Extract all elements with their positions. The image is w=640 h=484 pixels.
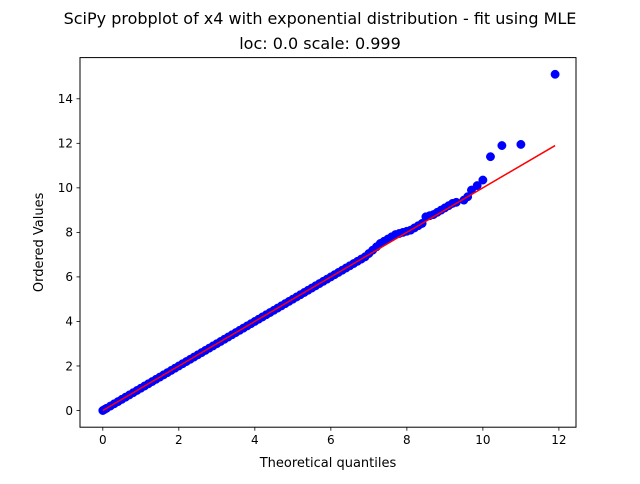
data-point [486,152,495,162]
axis-ticks: 0 2 4 6 8 10 12 0 2 4 6 8 10 12 14 [58,92,567,447]
fit-line [102,144,556,412]
data-point [478,175,488,185]
y-tick-label: 0 [65,404,73,418]
y-tick-label: 14 [58,92,73,106]
data-point [516,139,526,149]
y-tick-label: 12 [58,137,73,151]
y-tick-label: 10 [58,181,73,195]
data-point [550,69,560,79]
x-tick-label: 12 [551,433,566,447]
y-axis-label: Ordered Values [32,192,47,292]
chart-title: SciPy probplot of x4 with exponential di… [64,9,577,28]
y-tick-label: 2 [65,359,73,373]
y-tick-label: 6 [65,270,73,284]
x-tick-label: 4 [251,433,259,447]
axes-frame [79,57,577,428]
chart-subtitle: loc: 0.0 scale: 0.999 [239,34,401,53]
x-tick-label: 10 [475,433,490,447]
x-tick-label: 6 [327,433,335,447]
x-tick-label: 8 [403,433,411,447]
x-axis-label: Theoretical quantiles [259,456,397,471]
plot-area [98,69,560,415]
y-tick-label: 4 [65,315,73,329]
x-tick-label: 0 [99,433,107,447]
x-tick-label: 2 [175,433,183,447]
data-point [497,141,507,151]
data-point [472,181,482,191]
y-tick-label: 8 [65,226,73,240]
